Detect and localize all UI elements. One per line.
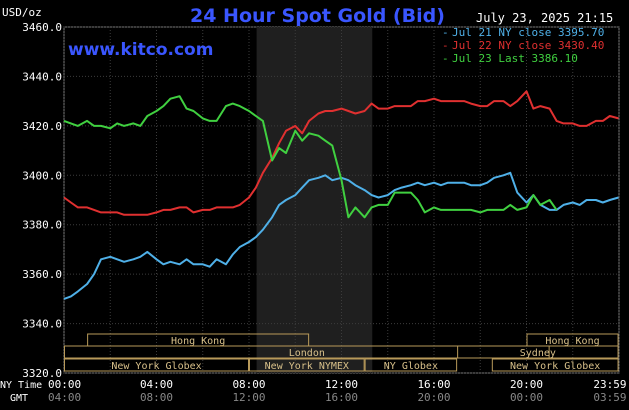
session-label: Hong Kong — [545, 336, 599, 347]
x-tick-label: 00:00 — [48, 378, 81, 391]
x-tick-label: 16:00 — [417, 378, 450, 391]
gmt-tick-label: 03:59 — [593, 391, 626, 404]
nymex-shaded-region — [256, 27, 373, 373]
session-bar — [491, 358, 619, 372]
session-label: London — [289, 348, 325, 359]
x-tick-label: 20:00 — [510, 378, 543, 391]
y-tick-label: 3460.0 — [22, 21, 62, 34]
x-tick-label: 12:00 — [325, 378, 358, 391]
gmt-tick-label: 20:00 — [417, 391, 450, 404]
series-line — [63, 95, 558, 219]
gmt-tick-label: 08:00 — [140, 391, 173, 404]
y-tick-label: 3360.0 — [22, 268, 62, 281]
legend-dash: - — [442, 39, 449, 52]
legend-entry: Jul 22 NY close 3430.40 — [452, 39, 604, 52]
session-label: Sydney — [520, 348, 556, 359]
gmt-tick-label: 12:00 — [232, 391, 265, 404]
y-tick-label: 3340.0 — [22, 318, 62, 331]
legend-entry: Jul 21 NY close 3395.70 — [452, 26, 604, 39]
timestamp: July 23, 2025 21:15 — [476, 11, 613, 25]
y-tick-label: 3380.0 — [22, 219, 62, 232]
session-label: New York NYMEX — [265, 361, 349, 372]
kitco-link[interactable]: www.kitco.com — [68, 40, 213, 60]
series-line — [63, 90, 619, 216]
session-label: NY Globex — [384, 361, 438, 372]
y-tick-label: 3320.0 — [22, 367, 62, 380]
gmt-tick-label: 16:00 — [325, 391, 358, 404]
legend-dash: - — [442, 26, 449, 39]
chart-title: 24 Hour Spot Gold (Bid) — [190, 5, 445, 27]
ny-time-label: NY Time — [0, 380, 42, 391]
session-bar — [64, 345, 550, 359]
session-label: Hong Kong — [171, 336, 225, 347]
x-tick-label: 08:00 — [232, 378, 265, 391]
legend: - Jul 21 NY close 3395.70- Jul 22 NY close… — [442, 26, 604, 65]
gmt-tick-label: 04:00 — [48, 391, 81, 404]
y-tick-label: 3440.0 — [22, 70, 62, 83]
y-tick-label: 3400.0 — [22, 169, 62, 182]
y-unit-label: USD/oz — [2, 6, 42, 19]
session-bar — [457, 345, 619, 359]
gmt-tick-label: 00:00 — [510, 391, 543, 404]
x-tick-label: 23:59 — [593, 378, 626, 391]
y-tick-label: 3420.0 — [22, 120, 62, 133]
legend-entry: Jul 23 Last 3386.10 — [452, 52, 578, 65]
legend-dash: - — [442, 52, 449, 65]
session-bar — [64, 358, 249, 372]
session-bar — [364, 358, 458, 372]
session-label: New York Globex — [111, 361, 201, 372]
session-label: New York Globex — [510, 361, 600, 372]
session-bar — [249, 358, 365, 372]
gmt-label: GMT — [10, 393, 28, 404]
x-tick-label: 04:00 — [140, 378, 173, 391]
